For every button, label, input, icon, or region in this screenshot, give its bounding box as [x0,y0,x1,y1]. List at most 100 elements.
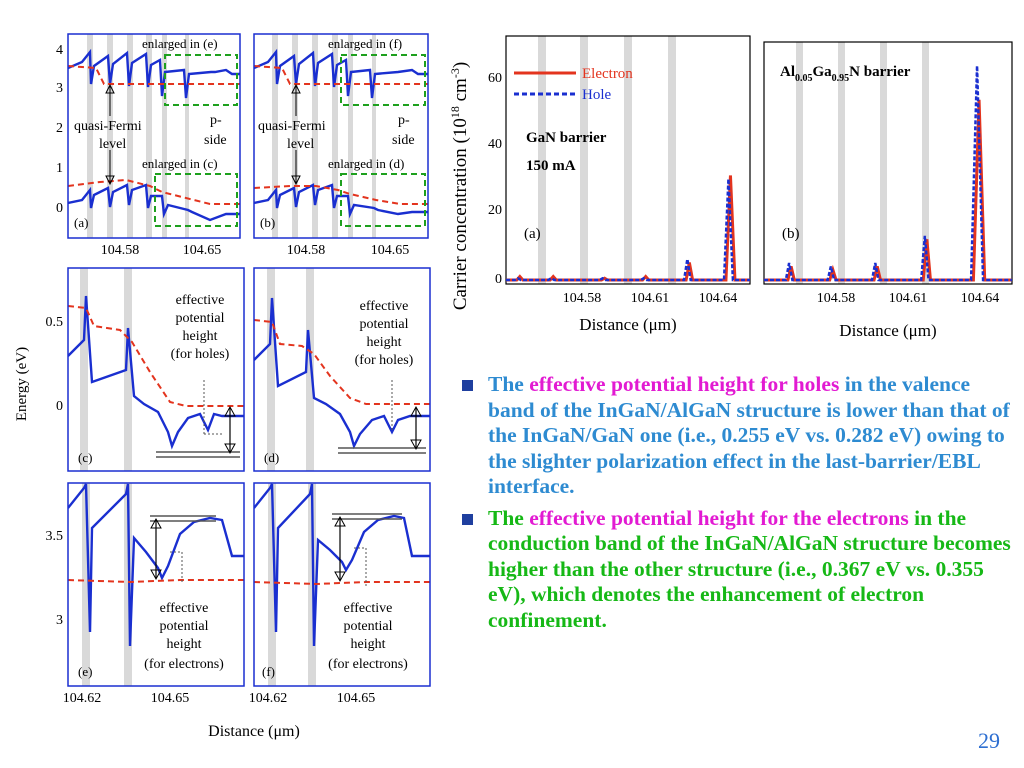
panel-a-valence-band [68,183,240,222]
tick-label: 104.65 [337,691,376,706]
algan-sub-1: 0.05 [795,73,813,84]
panel-a-band-diagram: enlarged in (e) enlarged in (c) quasi-Fe… [56,33,241,258]
tick-label: 104.58 [101,243,140,258]
panel-a-frame [67,33,241,239]
panel-b-enlarged-f-label: enlarged in (f) [328,36,402,51]
panel-f-label: (f) [262,664,275,679]
panel-a-enlarged-c-label: enlarged in (c) [142,156,218,171]
panel-f-x-ticks: 104.62 104.65 [249,691,376,706]
legend-electron-label: Electron [582,66,633,82]
tick-label: 0 [495,272,502,287]
panel-a-qf-label-2: level [99,137,126,152]
tick-label: 104.61 [889,291,928,306]
carrier-a-panel-label: (a) [524,226,541,242]
panel-b-zoom-box-top [340,54,426,106]
panel-a-qf-label-1: quasi-Fermi [74,119,142,134]
carrier-a-frame [505,35,751,285]
algan-sub-2: 0.95 [832,73,850,84]
carrier-b-distance-label: Distance (μm) [839,321,936,340]
panel-b-qf-label-1: quasi-Fermi [258,119,326,134]
algan-ga: Ga [813,64,833,80]
panel-c-barrier-shading [80,268,132,471]
carrier-axis-prefix: Carrier concentration (10 [450,118,471,310]
hole-concentration-line [506,178,750,282]
panel-c-quasi-fermi-hole [68,305,244,407]
panel-f-quasi-fermi-electron [254,581,430,586]
panel-c-label: (c) [78,450,92,465]
epe-line-4: (for electrons) [328,657,408,672]
panel-c-frame [67,267,245,472]
panel-a-pside-label-2: side [204,133,227,148]
panel-f-arrow-bottom [334,571,346,583]
bullet-2-highlight: effective potential height for the elect… [529,505,909,530]
algan-al: Al [780,64,795,80]
panel-b-conduction-band [254,48,428,99]
bullet-1-pre: The [488,372,530,396]
panel-f-barrier-shading [268,483,316,686]
carrier-b-frame [763,41,1013,285]
epe-line-4: (for electrons) [144,657,224,672]
epe-line-1: effective [344,601,393,616]
tick-label: 104.58 [817,291,856,306]
epe-line-3: height [351,637,386,652]
bullet-item-electrons: The effective potential height for the e… [462,506,1018,634]
panel-a-zoom-box-bottom [154,173,238,227]
panel-b-arrow-up-head [291,83,301,94]
carrier-axis-suffix: ) [450,62,471,68]
epe-line-2: potential [344,619,393,634]
eph-line-4: (for holes) [355,353,414,368]
panel-e-band-diagram: effective potential height (for electron… [46,482,245,706]
panel-d-annotation: effective potential height (for holes) [355,299,414,368]
panel-c-arrow-top [224,405,236,417]
panel-a-conduction-band [68,48,240,99]
tick-label: 40 [488,137,502,152]
hole-concentration-line [764,65,1012,282]
panel-d-barrier-shading [267,268,314,471]
carrier-axis-mid: cm [450,78,471,106]
tick-label: 0 [56,399,63,414]
carrier-a-y-ticks: 60 40 20 0 [488,71,502,287]
carrier-b-curves [764,65,1012,282]
panel-b-pside-label-2: side [392,133,415,148]
left-distance-axis-label: Distance (μm) [208,723,300,740]
bullet-2-pre: The [488,505,530,530]
panel-b-arrow-down-head [291,175,301,186]
eph-line-3: height [183,329,218,344]
tick-label: 104.64 [699,291,738,306]
panel-a-quasi-fermi-hole [68,178,240,205]
tick-label: 104.58 [563,291,602,306]
algan-barrier-label: Al0.05Ga0.95N barrier [780,64,911,84]
algan-rest: N barrier [849,64,911,80]
panel-b-qf-label-2: level [287,137,314,152]
tick-label: 104.61 [631,291,670,306]
tick-label: 0 [56,201,63,216]
carrier-panel-a: 60 40 20 0 104.58 104.61 104.64 Electron… [488,35,751,334]
eph-line-4: (for holes) [171,347,230,362]
panel-e-barrier-shading [82,483,132,686]
tick-label: 0.5 [46,315,64,330]
panel-b-enlarged-d-label: enlarged in (d) [328,156,404,171]
panel-d-arrow-bottom [410,439,422,451]
tick-label: 2 [56,121,63,136]
carrier-axis-exp1: 18 [448,106,462,118]
panel-d-frame [253,267,431,472]
carrier-axis-exp2: -3 [448,68,462,78]
tick-label: 104.64 [961,291,1000,306]
epe-line-1: effective [160,601,209,616]
panel-b-pside-label-1: p- [398,113,410,128]
carrier-panel-b: 104.58 104.61 104.64 Al0.05Ga0.95N barri… [763,41,1013,340]
eph-line-1: effective [176,293,225,308]
panel-a-y-ticks: 4 3 2 1 0 [56,43,63,216]
bullet-1-post: in the valence band of the InGaN/AlGaN s… [488,372,1010,498]
eph-line-3: height [367,335,402,350]
bullet-square-icon [462,513,473,525]
panel-e-arrow-top [150,517,162,529]
tick-label: 104.62 [249,691,288,706]
legend-hole-label: Hole [582,87,612,103]
panel-c-arrow-bottom [224,443,236,455]
panel-e-frame [67,482,245,687]
panel-e-arrow-bottom [150,569,162,581]
tick-label: 104.62 [63,691,102,706]
tick-label: 104.58 [287,243,326,258]
